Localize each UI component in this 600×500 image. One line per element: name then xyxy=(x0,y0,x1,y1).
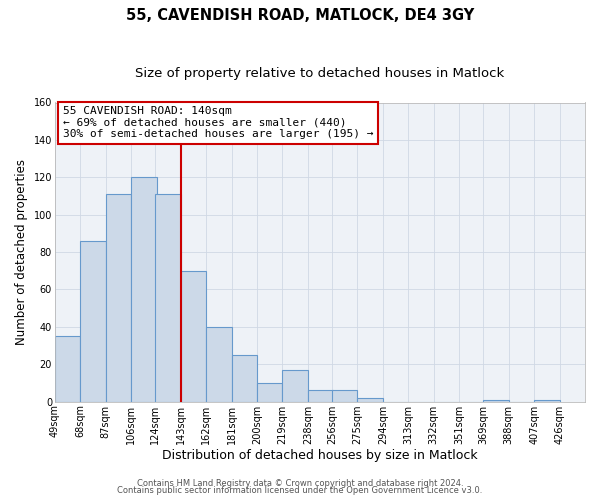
Bar xyxy=(106,194,131,402)
Bar xyxy=(206,327,232,402)
Bar xyxy=(358,398,383,402)
Bar xyxy=(534,400,560,402)
Bar xyxy=(181,271,206,402)
Bar xyxy=(483,400,509,402)
Text: 55, CAVENDISH ROAD, MATLOCK, DE4 3GY: 55, CAVENDISH ROAD, MATLOCK, DE4 3GY xyxy=(126,8,474,22)
X-axis label: Distribution of detached houses by size in Matlock: Distribution of detached houses by size … xyxy=(162,450,478,462)
Bar xyxy=(332,390,358,402)
Bar xyxy=(283,370,308,402)
Bar xyxy=(55,336,80,402)
Bar xyxy=(155,194,181,402)
Title: Size of property relative to detached houses in Matlock: Size of property relative to detached ho… xyxy=(135,68,505,80)
Text: 55 CAVENDISH ROAD: 140sqm
← 69% of detached houses are smaller (440)
30% of semi: 55 CAVENDISH ROAD: 140sqm ← 69% of detac… xyxy=(63,106,373,140)
Bar xyxy=(131,178,157,402)
Text: Contains HM Land Registry data © Crown copyright and database right 2024.: Contains HM Land Registry data © Crown c… xyxy=(137,478,463,488)
Bar xyxy=(232,355,257,402)
Bar xyxy=(308,390,334,402)
Text: Contains public sector information licensed under the Open Government Licence v3: Contains public sector information licen… xyxy=(118,486,482,495)
Y-axis label: Number of detached properties: Number of detached properties xyxy=(15,159,28,345)
Bar xyxy=(80,241,106,402)
Bar xyxy=(257,383,283,402)
